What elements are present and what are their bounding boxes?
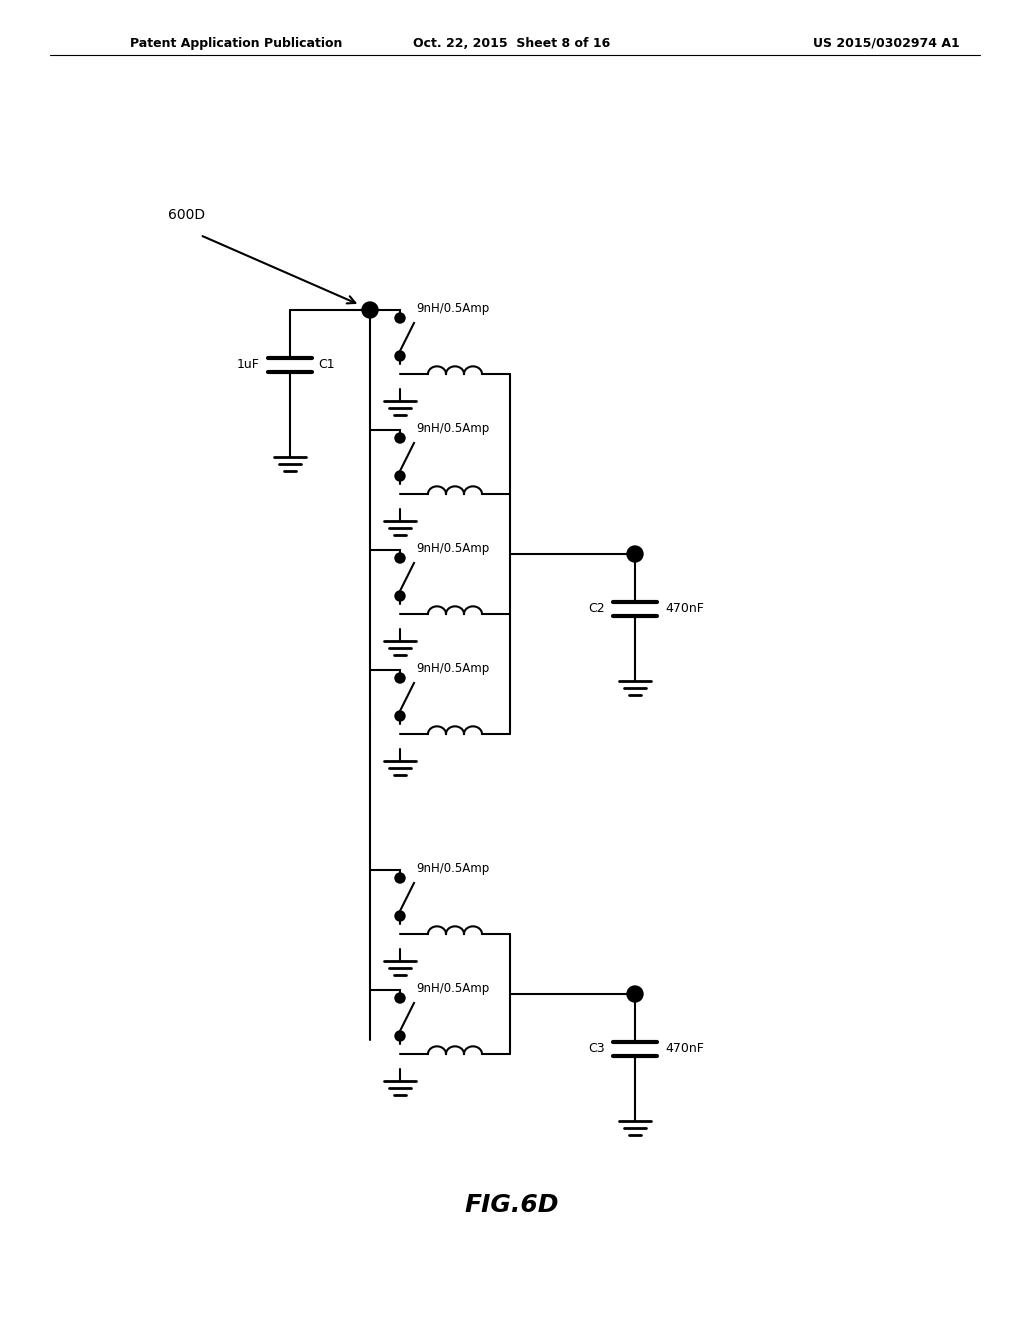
Circle shape: [395, 873, 406, 883]
Text: 470nF: 470nF: [665, 1043, 703, 1056]
Text: 9nH/0.5Amp: 9nH/0.5Amp: [416, 302, 489, 315]
Text: US 2015/0302974 A1: US 2015/0302974 A1: [813, 37, 961, 50]
Circle shape: [395, 433, 406, 444]
Circle shape: [395, 351, 406, 360]
Circle shape: [395, 673, 406, 682]
Circle shape: [395, 711, 406, 721]
Text: 9nH/0.5Amp: 9nH/0.5Amp: [416, 982, 489, 995]
Text: FIG.6D: FIG.6D: [465, 1193, 559, 1217]
Text: 1uF: 1uF: [238, 359, 260, 371]
Circle shape: [627, 546, 643, 562]
Circle shape: [395, 993, 406, 1003]
Text: 9nH/0.5Amp: 9nH/0.5Amp: [416, 543, 489, 554]
Circle shape: [362, 302, 378, 318]
Circle shape: [395, 313, 406, 323]
Circle shape: [395, 553, 406, 564]
Text: 9nH/0.5Amp: 9nH/0.5Amp: [416, 422, 489, 436]
Text: Oct. 22, 2015  Sheet 8 of 16: Oct. 22, 2015 Sheet 8 of 16: [414, 37, 610, 50]
Text: 600D: 600D: [168, 209, 205, 222]
Text: Patent Application Publication: Patent Application Publication: [130, 37, 342, 50]
Text: C2: C2: [589, 602, 605, 615]
Text: 470nF: 470nF: [665, 602, 703, 615]
Text: 9nH/0.5Amp: 9nH/0.5Amp: [416, 862, 489, 875]
Text: C1: C1: [318, 359, 335, 371]
Text: 9nH/0.5Amp: 9nH/0.5Amp: [416, 663, 489, 675]
Circle shape: [627, 986, 643, 1002]
Circle shape: [395, 471, 406, 480]
Circle shape: [395, 591, 406, 601]
Circle shape: [395, 1031, 406, 1041]
Circle shape: [395, 911, 406, 921]
Text: C3: C3: [589, 1043, 605, 1056]
